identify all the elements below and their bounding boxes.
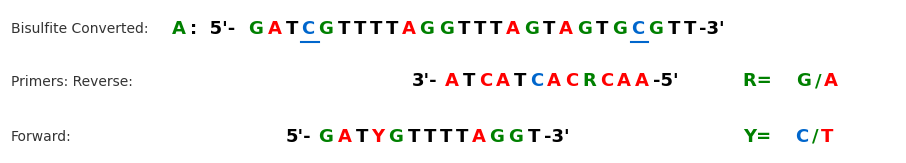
Text: A: A <box>506 20 520 38</box>
Text: A: A <box>547 73 561 90</box>
Text: T: T <box>355 128 368 146</box>
Text: Primers: Reverse:: Primers: Reverse: <box>11 74 133 89</box>
Text: A: A <box>824 73 838 90</box>
Text: G: G <box>389 128 403 146</box>
Text: C: C <box>565 73 578 90</box>
Text: G: G <box>439 20 454 38</box>
Text: T: T <box>543 20 555 38</box>
Text: G: G <box>524 20 539 38</box>
Text: T: T <box>353 20 366 38</box>
Text: A: A <box>401 20 416 38</box>
Text: Y=: Y= <box>743 128 784 146</box>
Text: :  5'-: : 5'- <box>190 20 236 38</box>
Text: C: C <box>795 128 808 146</box>
Text: T: T <box>821 128 834 146</box>
Text: G: G <box>612 20 627 38</box>
Text: T: T <box>424 128 436 146</box>
Text: T: T <box>474 20 487 38</box>
Text: T: T <box>528 128 540 146</box>
Text: T: T <box>386 20 398 38</box>
Text: G: G <box>489 128 505 146</box>
Text: C: C <box>302 20 314 38</box>
Text: Y: Y <box>371 128 385 146</box>
Text: C: C <box>600 73 613 90</box>
Text: Bisulfite Converted:: Bisulfite Converted: <box>11 22 149 36</box>
Text: T: T <box>338 20 350 38</box>
Text: A: A <box>471 128 486 146</box>
Text: 3'-: 3'- <box>412 73 438 90</box>
Text: G: G <box>318 128 333 146</box>
Text: T: T <box>596 20 609 38</box>
Text: G: G <box>796 73 811 90</box>
Text: C: C <box>530 73 544 90</box>
Text: G: G <box>649 20 663 38</box>
Text: R: R <box>583 73 596 90</box>
Text: T: T <box>458 20 470 38</box>
Text: G: G <box>419 20 435 38</box>
Text: /: / <box>813 128 819 146</box>
Text: C: C <box>631 20 644 38</box>
Text: A: A <box>496 73 510 90</box>
Text: A: A <box>338 128 352 146</box>
Text: T: T <box>408 128 420 146</box>
Text: T: T <box>683 20 696 38</box>
Text: A: A <box>172 20 186 38</box>
Text: T: T <box>515 73 526 90</box>
Text: T: T <box>439 128 452 146</box>
Text: A: A <box>445 73 459 90</box>
Text: /: / <box>815 73 822 90</box>
Text: -3': -3' <box>544 128 569 146</box>
Text: -5': -5' <box>653 73 679 90</box>
Text: G: G <box>319 20 333 38</box>
Text: T: T <box>668 20 680 38</box>
Text: T: T <box>490 20 502 38</box>
Text: T: T <box>285 20 298 38</box>
Text: T: T <box>370 20 382 38</box>
Text: G: G <box>577 20 592 38</box>
Text: G: G <box>508 128 524 146</box>
Text: T: T <box>463 73 476 90</box>
Text: -3': -3' <box>699 20 725 38</box>
Text: A: A <box>559 20 573 38</box>
Text: R=: R= <box>743 73 785 90</box>
Text: A: A <box>635 73 649 90</box>
Text: Forward:: Forward: <box>11 130 72 144</box>
Text: A: A <box>617 73 631 90</box>
Text: C: C <box>479 73 493 90</box>
Text: A: A <box>267 20 282 38</box>
Text: 5'-: 5'- <box>285 128 311 146</box>
Text: G: G <box>248 20 264 38</box>
Text: T: T <box>456 128 467 146</box>
